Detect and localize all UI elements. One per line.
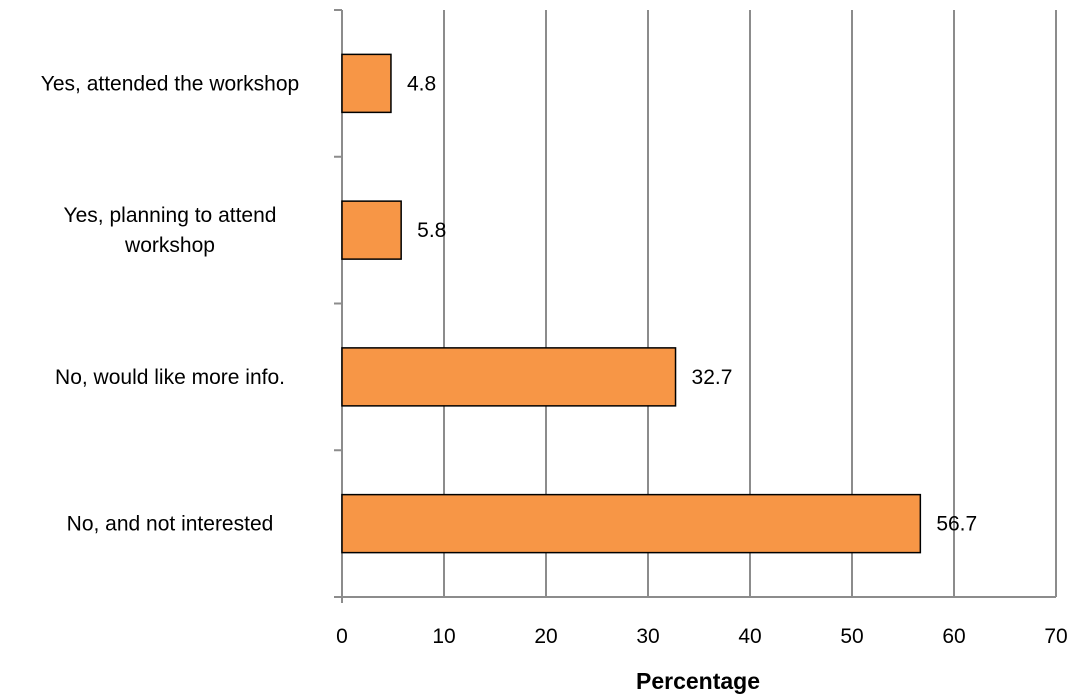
bars [341,53,922,554]
x-tick-label: 30 [636,625,659,648]
x-tick-label: 60 [942,625,965,648]
x-tick-label: 20 [534,625,557,648]
x-tick-label: 0 [336,625,348,648]
bar-0 [341,53,392,114]
x-tick-label: 40 [738,625,761,648]
x-axis-title: Percentage [636,668,760,694]
x-tick-label: 70 [1044,625,1067,648]
data-label: 56.7 [936,513,977,536]
bar-1 [341,200,402,260]
x-tick-label: 50 [840,625,863,648]
category-label: No, and not interested [67,513,274,536]
category-label: Yes, attended the workshop [41,72,299,95]
data-label: 32.7 [692,366,733,389]
category-label: Yes, planning to attend workshop [64,204,277,257]
gridlines [443,10,1057,597]
data-label: 4.8 [407,72,436,95]
bar-2 [341,347,677,407]
category-label: No, would like more info. [55,366,285,389]
labels: 0 10 20 30 40 50 60 70 4.8 Yes, attended the work… [41,72,1068,648]
bar-3 [341,493,922,554]
data-label: 5.8 [417,219,446,242]
x-tick-label: 10 [432,625,455,648]
